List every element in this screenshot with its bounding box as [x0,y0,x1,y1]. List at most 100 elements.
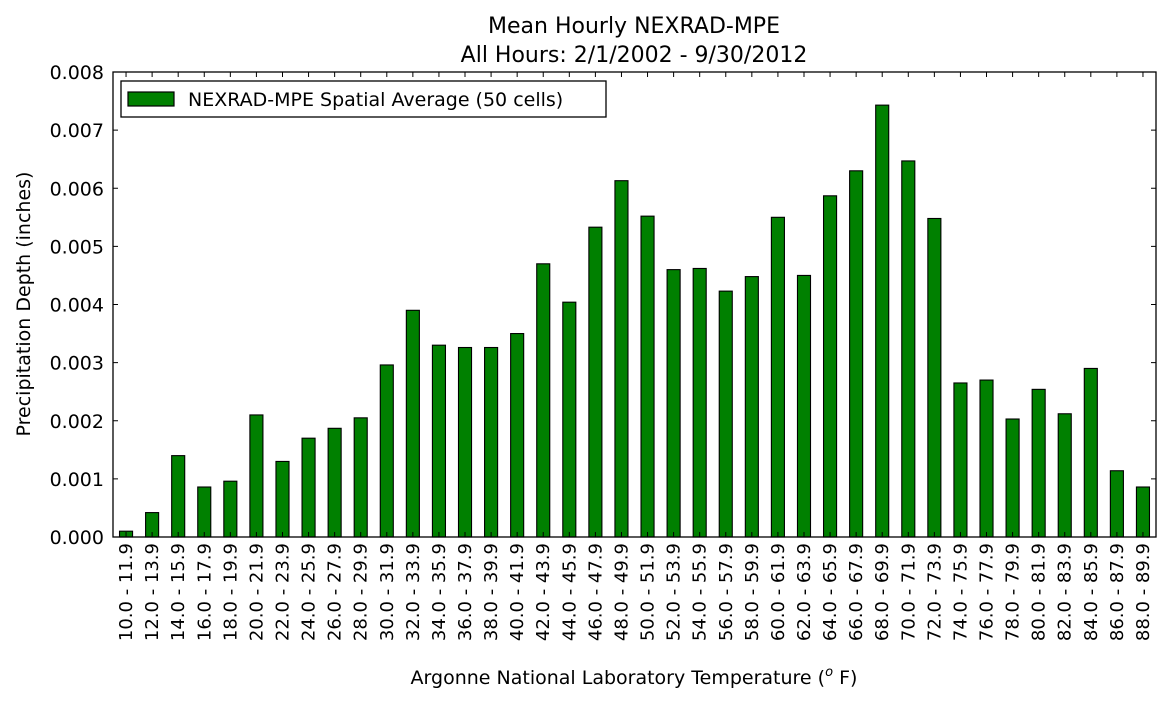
bar [953,382,968,538]
bar [614,180,629,538]
bar [1005,418,1020,538]
x-tick-label: 50.0 - 51.9 [638,543,659,641]
x-tick-label: 56.0 - 57.9 [716,543,737,641]
x-tick-label: 86.0 - 87.9 [1107,543,1128,641]
x-tick-label: 80.0 - 81.9 [1029,543,1050,641]
legend: NEXRAD-MPE Spatial Average (50 cells) [120,80,607,118]
x-tick-label: 72.0 - 73.9 [924,543,945,641]
bar [1083,367,1098,538]
bar [327,427,342,538]
x-tick-label: 78.0 - 79.9 [1003,543,1024,641]
y-tick-label: 0.003 [50,353,104,375]
x-tick-label: 28.0 - 29.9 [351,543,372,641]
x-tick-label: 54.0 - 55.9 [690,543,711,641]
y-tick-labels: 0.000 0.001 0.002 0.003 0.004 0.005 0.006 0.007… [50,62,1156,549]
x-tick-label: 58.0 - 59.9 [742,543,763,641]
x-tick-label: 14.0 - 15.9 [168,543,189,641]
bar [197,486,212,538]
bar [927,217,942,538]
x-tick-label: 10.0 - 11.9 [116,543,137,641]
x-tick-label: 84.0 - 85.9 [1081,543,1102,641]
plot-frame [112,71,1157,538]
bar [536,263,551,538]
x-tick-label: 88.0 - 89.9 [1133,543,1154,641]
bar [849,170,864,538]
bar-series [118,104,1151,538]
x-tick-labels: 10.0 - 11.9 12.0 - 13.9 14.0 - 15.9 16.0 - … [116,72,1154,641]
x-tick-label: 26.0 - 27.9 [325,543,346,641]
chart-subtitle: All Hours: 2/1/2002 - 9/30/2012 [461,43,808,68]
bar [1109,470,1124,538]
bar [770,216,785,538]
x-tick-label: 60.0 - 61.9 [768,543,789,641]
chart-title: Mean Hourly NEXRAD-MPE [488,14,780,39]
y-tick-label: 0.006 [50,178,104,200]
bar [484,346,499,538]
y-tick-label: 0.008 [50,62,104,84]
legend-box [120,80,607,118]
bar [666,269,681,538]
bar [171,455,186,538]
x-tick-label: 52.0 - 53.9 [664,543,685,641]
x-tick-label: 20.0 - 21.9 [246,543,267,641]
x-axis-label-superscript: o [825,665,833,680]
bar [796,274,812,538]
bar [249,414,264,538]
x-tick-label: 12.0 - 13.9 [142,543,163,641]
bar [353,417,368,538]
bar [301,437,316,538]
x-axis-label-end: F) [833,667,857,689]
bar [979,379,994,538]
bar [431,344,447,538]
x-tick-label: 48.0 - 49.9 [611,543,632,641]
x-tick-label: 62.0 - 63.9 [794,543,815,641]
x-tick-label: 30.0 - 31.9 [377,543,398,641]
x-tick-label: 64.0 - 65.9 [820,543,841,641]
bar [692,267,707,538]
bar [223,480,238,538]
y-tick-label: 0.007 [50,120,104,142]
bar [1135,486,1151,538]
y-tick-label: 0.005 [50,236,104,258]
y-tick-label: 0.004 [50,295,104,317]
y-tick-label: 0.001 [50,469,104,491]
x-tick-label: 44.0 - 45.9 [559,543,580,641]
x-axis-label: Argonne National Laboratory Temperature … [411,665,858,689]
x-tick-label: 42.0 - 43.9 [533,543,554,641]
bar [457,346,473,538]
x-tick-label: 70.0 - 71.9 [898,543,919,641]
bar [640,215,655,538]
bar [875,104,890,538]
x-tick-label: 22.0 - 23.9 [272,543,293,641]
x-tick-label: 76.0 - 77.9 [977,543,998,641]
x-tick-label: 40.0 - 41.9 [507,543,528,641]
x-tick-label: 16.0 - 17.9 [194,543,215,641]
x-tick-label: 18.0 - 19.9 [220,543,241,641]
x-tick-label: 74.0 - 75.9 [950,543,971,641]
bar [822,195,838,538]
bar [744,276,759,538]
bar [510,333,525,538]
bar [1057,413,1072,538]
x-tick-label: 68.0 - 69.9 [872,543,893,641]
x-tick-label: 38.0 - 39.9 [481,543,502,641]
bar [379,364,394,538]
x-tick-label: 32.0 - 33.9 [403,543,424,641]
x-axis-label-main: Argonne National Laboratory Temperature … [411,667,826,689]
x-tick-label: 36.0 - 37.9 [455,543,476,641]
bar [588,226,603,538]
bar [405,309,420,538]
bar [275,460,290,538]
x-tick-label: 46.0 - 47.9 [585,543,606,641]
legend-swatch [127,91,175,107]
bar [562,301,577,538]
x-tick-label: 66.0 - 67.9 [846,543,867,641]
bar [1031,388,1046,538]
x-tick-label: 34.0 - 35.9 [429,543,450,641]
legend-label: NEXRAD-MPE Spatial Average (50 cells) [188,89,563,111]
y-tick-label: 0.002 [50,411,104,433]
y-axis-label: Precipitation Depth (inches) [13,172,35,437]
x-tick-label: 82.0 - 83.9 [1055,543,1076,641]
bar [718,290,733,538]
